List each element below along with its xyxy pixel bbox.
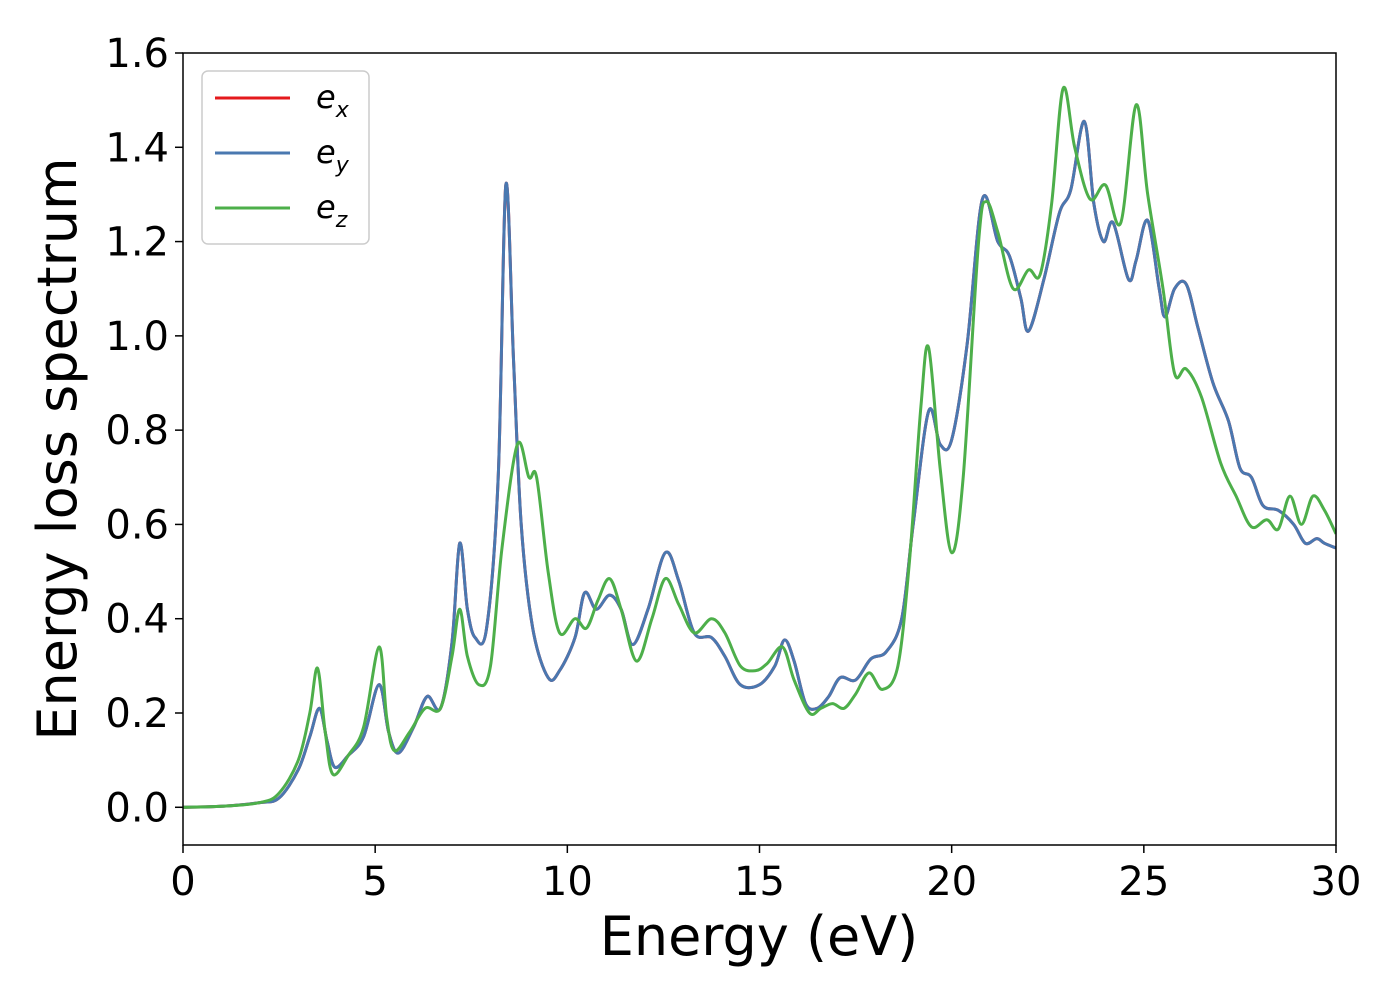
ticks-layer: 0 5 10 15 20 25 30 0.0 0.2 0.4 0.6 0.8 1.0 1.2 1.4 1.6 (105, 31, 1361, 905)
legend-label-z: ez (316, 188, 348, 233)
x-tick-label: 30 (1311, 859, 1362, 905)
legend: ex ey ez (201, 70, 370, 245)
legend-label-x: ex (316, 78, 350, 123)
series-layer (183, 85, 1336, 809)
y-tick-label: 0.0 (105, 785, 169, 831)
y-tick-label: 0.4 (105, 597, 169, 643)
legend-items: ex ey ez (215, 78, 350, 233)
y-axis-title: Energy loss spectrum (26, 157, 89, 740)
y-tick-label: 1.6 (105, 31, 169, 77)
y-tick-label: 0.6 (105, 502, 169, 548)
y-tick-label: 1.0 (105, 314, 169, 360)
y-tick-label: 0.8 (105, 408, 169, 454)
x-axis-title: Energy (eV) (600, 905, 919, 968)
x-tick-label: 20 (926, 859, 977, 905)
y-tick-label: 1.4 (105, 125, 169, 171)
y-tick-label: 0.2 (105, 691, 169, 737)
legend-box (201, 70, 370, 245)
x-tick-label: 10 (542, 859, 593, 905)
x-tick-label: 15 (734, 859, 785, 905)
legend-label-y: ey (316, 133, 350, 178)
x-tick-label: 0 (170, 859, 195, 905)
y-tick-label: 1.2 (105, 220, 169, 266)
x-tick-label: 5 (362, 859, 387, 905)
series-line-e-z (183, 85, 1336, 809)
x-tick-label: 25 (1118, 859, 1169, 905)
